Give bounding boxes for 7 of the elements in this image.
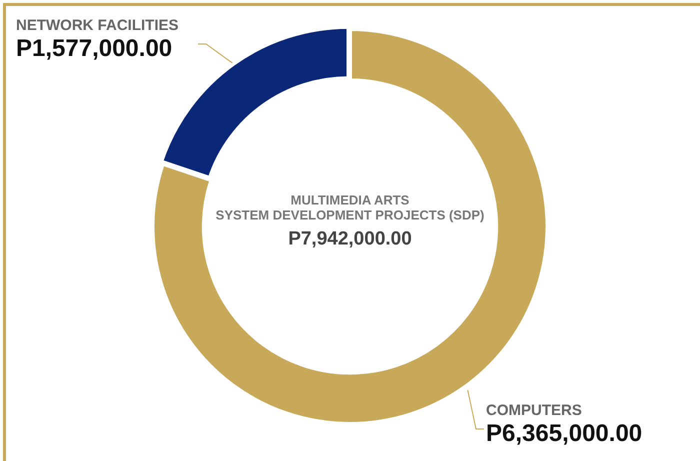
slice-label: COMPUTERS: [486, 402, 582, 419]
text: MULTIMEDIA ARTS: [290, 192, 410, 208]
text: SYSTEM DEVELOPMENT PROJECTS (SDP): [216, 208, 484, 222]
text: P7,942,000.00: [288, 228, 412, 250]
data-label: P1,577,000.00: [16, 35, 172, 62]
slice-label: NETWORK FACILITIES: [16, 17, 178, 34]
data-label: P6,365,000.00: [486, 420, 642, 447]
